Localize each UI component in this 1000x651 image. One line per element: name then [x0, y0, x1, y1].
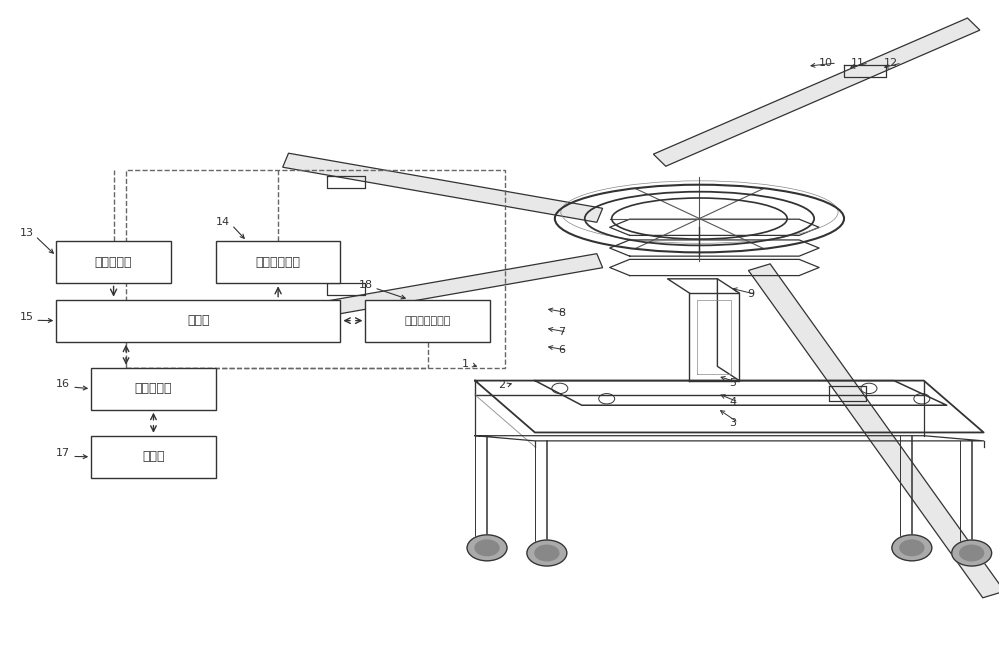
FancyBboxPatch shape — [91, 368, 216, 409]
Polygon shape — [283, 254, 603, 323]
Text: 12: 12 — [884, 58, 898, 68]
Circle shape — [952, 540, 992, 566]
Circle shape — [900, 540, 924, 555]
Polygon shape — [283, 153, 603, 222]
Text: 压电放大电路: 压电放大电路 — [256, 256, 301, 269]
Circle shape — [535, 546, 559, 561]
Text: 伺服电机驱动器: 伺服电机驱动器 — [405, 316, 451, 326]
Text: 10: 10 — [819, 58, 833, 68]
Circle shape — [467, 535, 507, 561]
Text: 17: 17 — [56, 449, 70, 458]
Text: 13: 13 — [19, 228, 33, 238]
Polygon shape — [653, 18, 980, 166]
FancyBboxPatch shape — [56, 299, 340, 342]
Text: 5: 5 — [729, 378, 736, 387]
Text: 端子板: 端子板 — [187, 314, 210, 327]
Text: 14: 14 — [216, 217, 230, 227]
Text: 16: 16 — [56, 379, 70, 389]
Text: 9: 9 — [747, 290, 754, 299]
Text: 4: 4 — [729, 397, 736, 407]
Text: 6: 6 — [558, 345, 565, 355]
Polygon shape — [748, 264, 1000, 598]
FancyBboxPatch shape — [216, 242, 340, 283]
FancyBboxPatch shape — [91, 436, 216, 478]
FancyBboxPatch shape — [56, 242, 171, 283]
Text: 18: 18 — [358, 280, 373, 290]
Text: 1: 1 — [462, 359, 469, 369]
Text: 计算机: 计算机 — [142, 450, 165, 464]
Circle shape — [960, 546, 984, 561]
Text: 电荷放大器: 电荷放大器 — [95, 256, 132, 269]
Text: 运动控制卡: 运动控制卡 — [135, 382, 172, 395]
Circle shape — [475, 540, 499, 555]
Text: 7: 7 — [558, 327, 565, 337]
Text: 3: 3 — [729, 418, 736, 428]
Text: 11: 11 — [851, 58, 865, 68]
Text: 15: 15 — [19, 312, 33, 322]
Circle shape — [527, 540, 567, 566]
Text: 8: 8 — [558, 307, 565, 318]
Circle shape — [892, 535, 932, 561]
FancyBboxPatch shape — [365, 299, 490, 342]
Text: 2: 2 — [498, 380, 505, 390]
